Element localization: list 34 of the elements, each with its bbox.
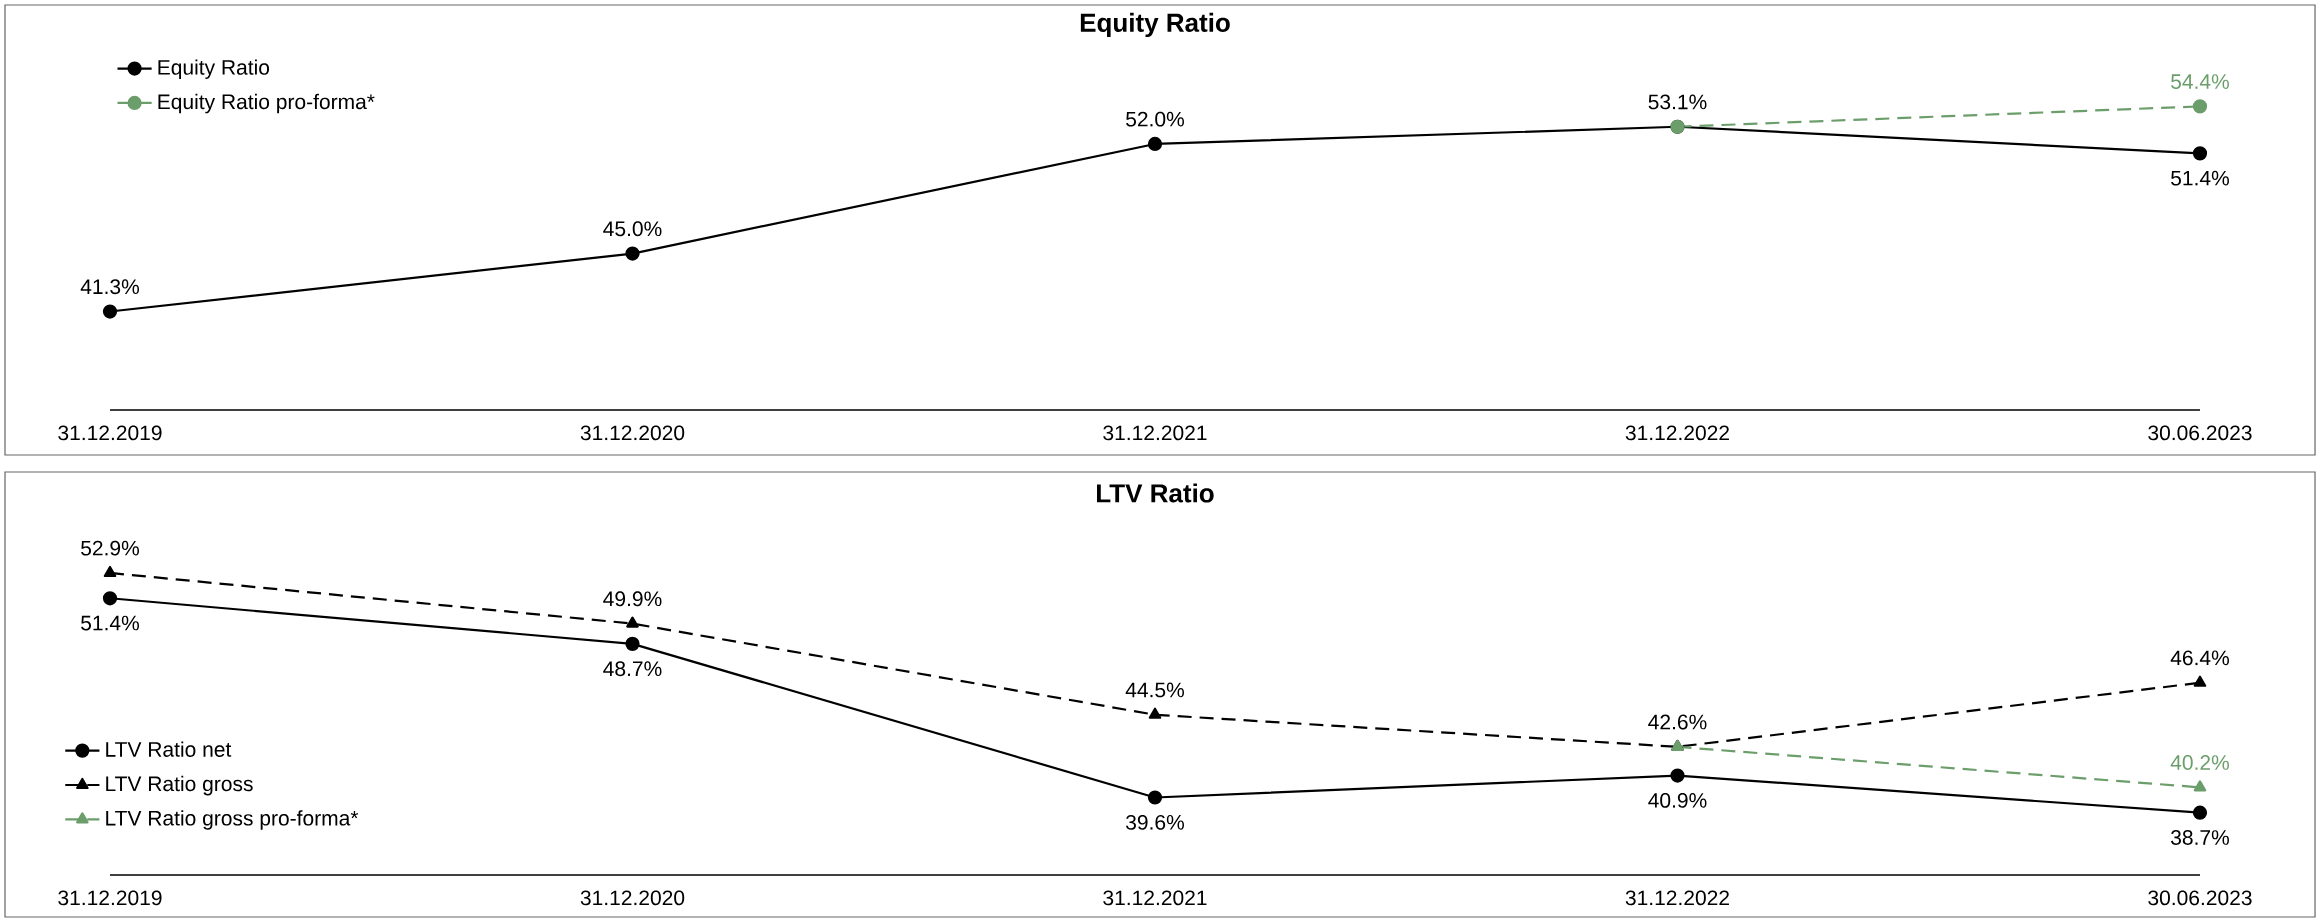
x-tick-label: 31.12.2019 bbox=[58, 425, 162, 441]
legend-label: LTV Ratio gross bbox=[106, 775, 253, 796]
x-tick-label: 31.12.2020 bbox=[580, 425, 685, 441]
data-label: 48.7% bbox=[603, 661, 662, 677]
data-label: 49.9% bbox=[603, 591, 662, 607]
data-label: 51.4% bbox=[2171, 170, 2229, 186]
x-tick-label: 30.06.2023 bbox=[2148, 890, 2252, 906]
data-label: 44.5% bbox=[1125, 682, 1184, 698]
x-tick-label: 31.12.2021 bbox=[1103, 890, 1207, 906]
data-label: 39.6% bbox=[1126, 814, 1184, 830]
x-tick-label: 31.12.2021 bbox=[1103, 425, 1207, 441]
legend-label: LTV Ratio gross pro-forma* bbox=[106, 810, 359, 830]
data-label: 53.1% bbox=[1648, 94, 1707, 110]
data-label: 52.9% bbox=[81, 540, 140, 556]
data-label: 54.4% bbox=[2171, 74, 2229, 89]
data-label: 42.6% bbox=[1648, 714, 1707, 730]
x-tick-label: 30.06.2023 bbox=[2148, 425, 2252, 441]
chart-title: Equity Ratio bbox=[1080, 12, 1230, 38]
legend-label: Equity Ratio bbox=[158, 59, 270, 79]
x-tick-label: 31.12.2019 bbox=[58, 890, 162, 906]
x-tick-label: 31.12.2022 bbox=[1625, 890, 1729, 906]
data-label: 40.2% bbox=[2170, 755, 2229, 770]
data-label: 41.3% bbox=[80, 279, 140, 295]
legend-label: Equity Ratio pro-forma* bbox=[158, 93, 375, 114]
data-label: 52.0% bbox=[1126, 111, 1184, 127]
chart-title: LTV Ratio bbox=[1097, 483, 1214, 503]
data-label: 46.4% bbox=[2170, 650, 2229, 666]
data-label: 51.4% bbox=[81, 615, 140, 631]
data-label: 45.0% bbox=[603, 221, 662, 237]
data-label: 40.9% bbox=[1648, 792, 1707, 808]
data-label: 38.7% bbox=[2171, 830, 2229, 845]
x-tick-label: 31.12.2022 bbox=[1625, 425, 1729, 441]
x-tick-label: 31.12.2020 bbox=[580, 890, 685, 906]
legend-label: LTV Ratio net bbox=[106, 741, 232, 757]
